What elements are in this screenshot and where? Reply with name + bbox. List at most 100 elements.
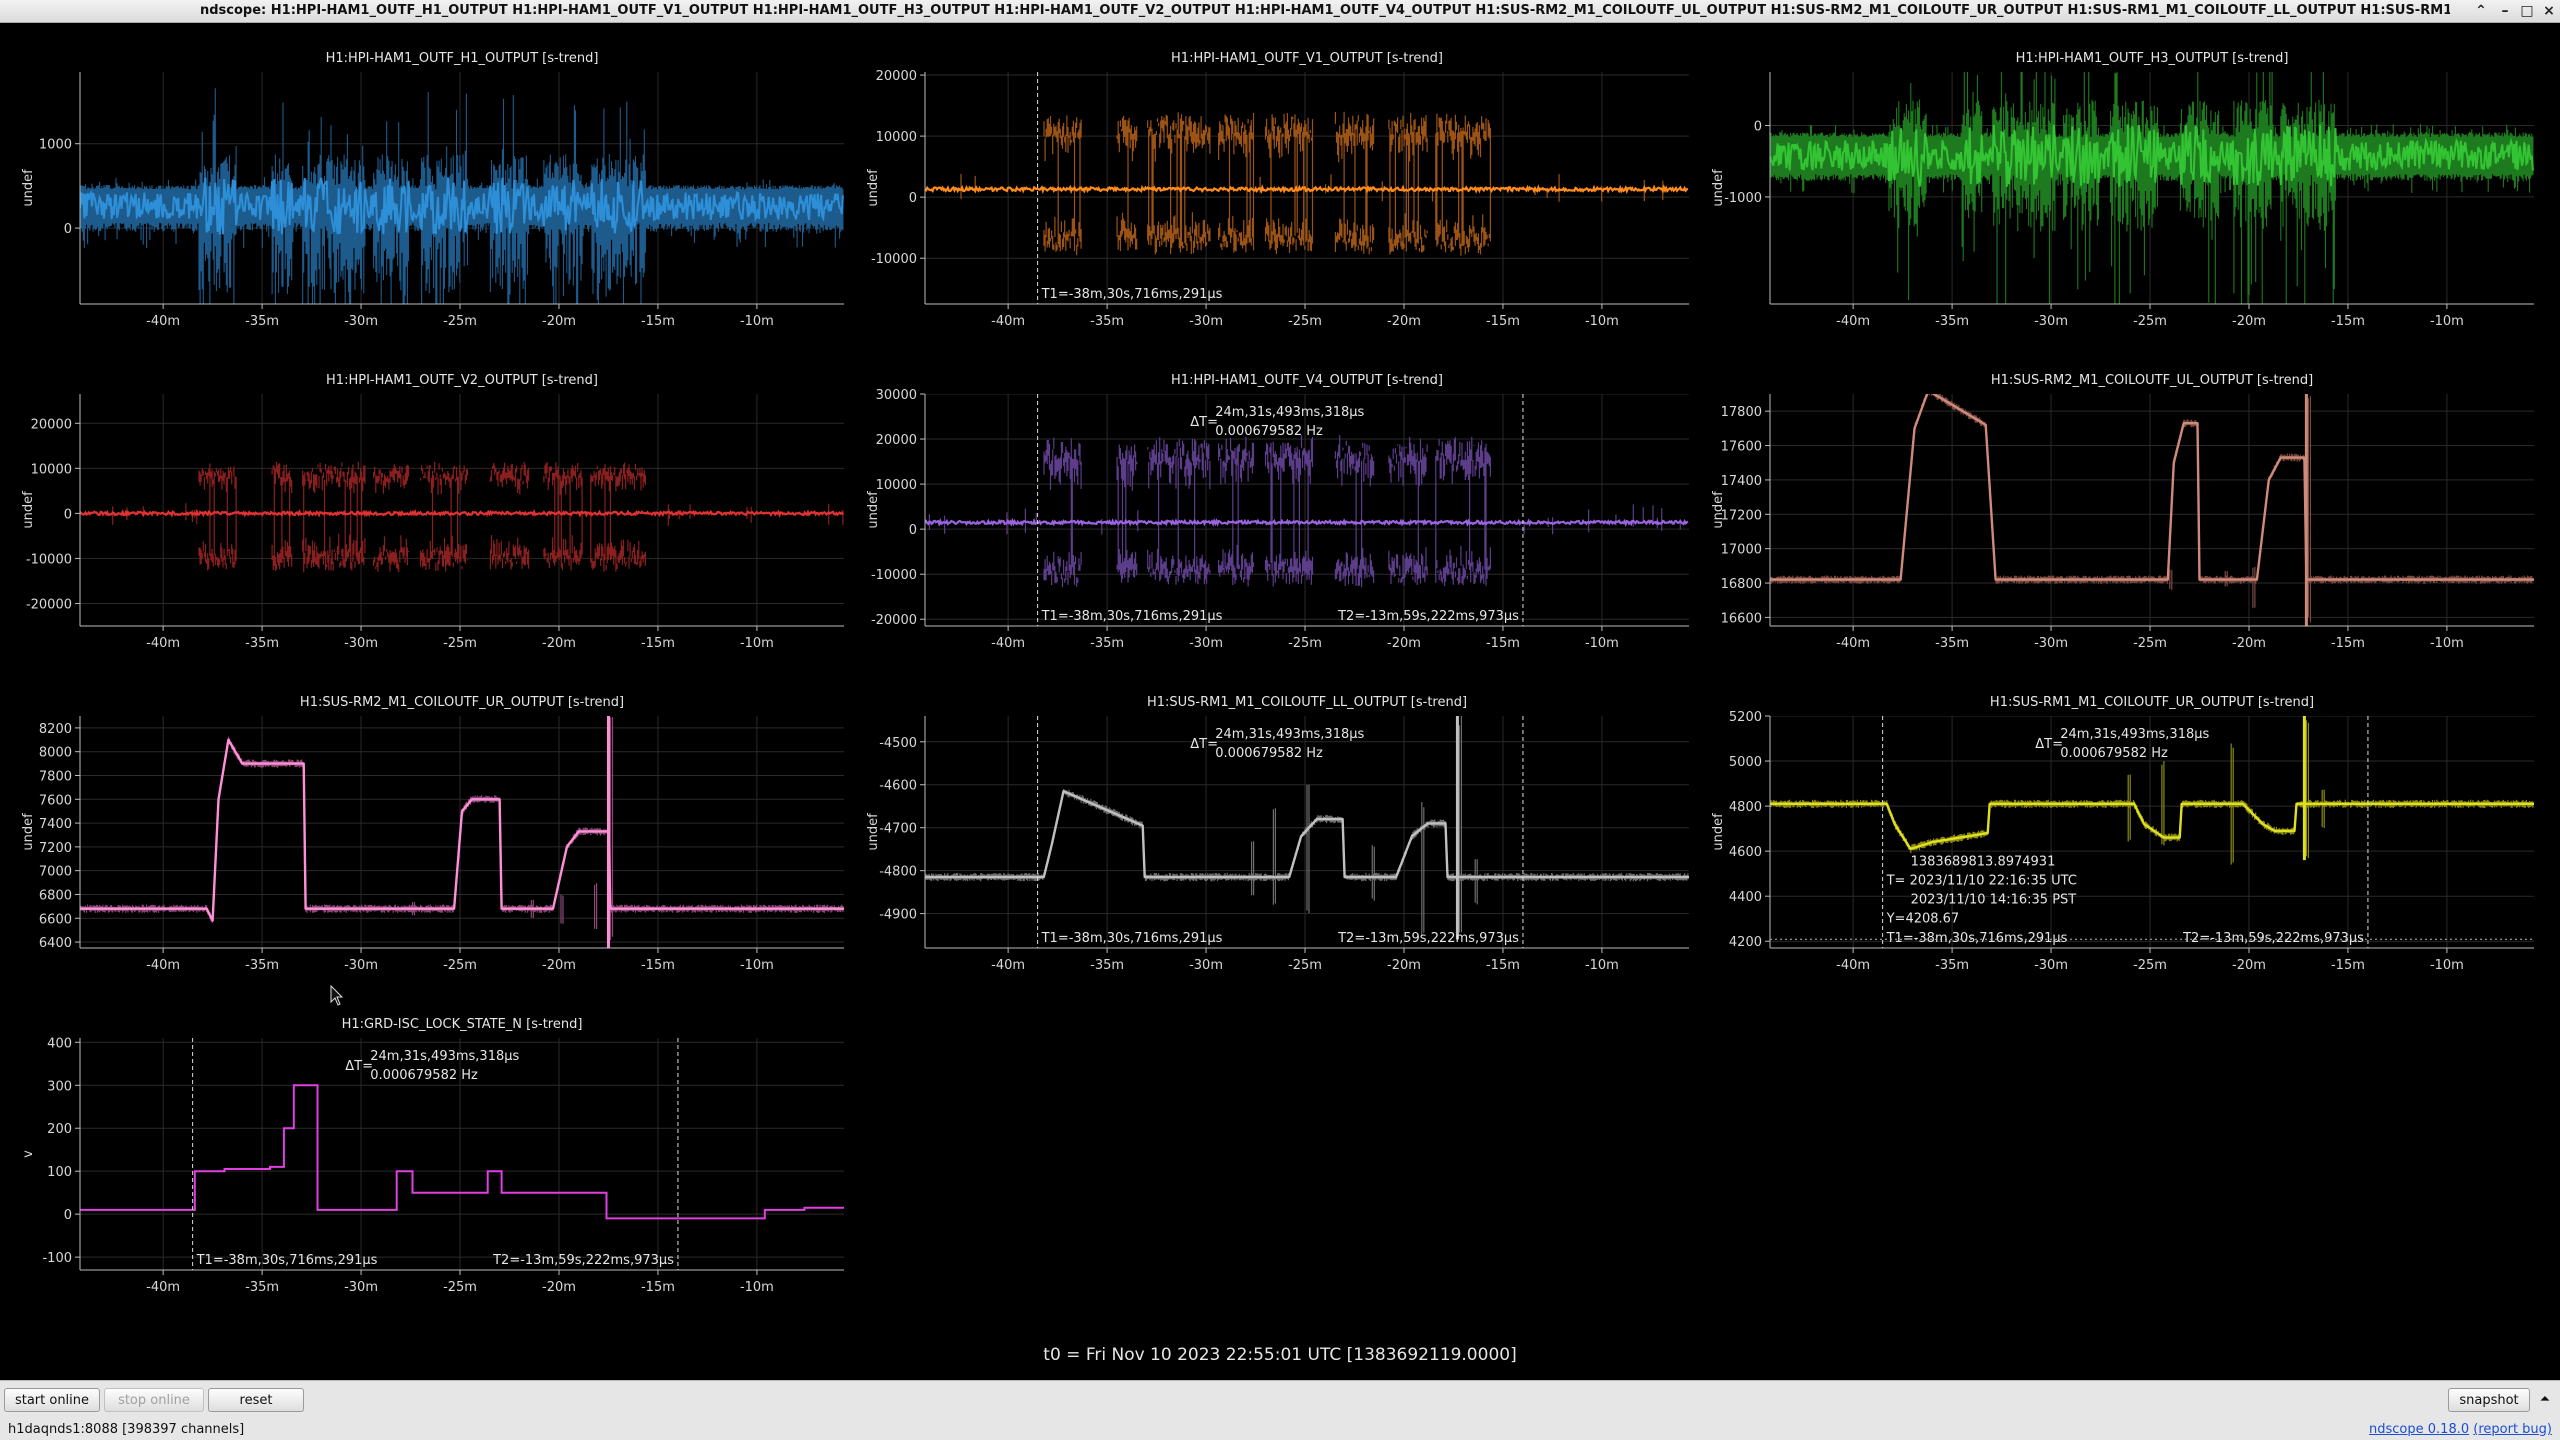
cursor-t1-label: T1=-38m,30s,716ms,291µs [1041,609,1223,624]
x-tick-label: -35m [1935,958,1969,973]
x-tick-label: -10m [1585,958,1619,973]
plot-p3[interactable]: H1:HPI-HAM1_OUTF_H3_OUTPUT [s-trend] -40m… [1690,30,2540,352]
reset-button[interactable]: reset [208,1388,304,1412]
version-link[interactable]: ndscope 0.18.0 [2369,1422,2470,1437]
x-tick-label: -25m [1288,636,1322,651]
x-tick-label: -25m [2133,958,2167,973]
window-shade-button[interactable]: ⌃ [2475,3,2487,19]
trace-minmax-envelope [1770,72,2534,304]
x-tick-label: -25m [443,314,477,329]
trace-group [1770,716,2534,948]
plot-p9[interactable]: H1:SUS-RM1_M1_COILOUTF_UR_OUTPUT [s-tren… [1690,674,2540,996]
plot-title: H1:SUS-RM2_M1_COILOUTF_UL_OUTPUT [s-tren… [1991,373,2313,388]
y-tick-label: -4600 [879,779,917,794]
y-tick-label: 17000 [1721,543,1762,558]
x-tick-label: -30m [1189,314,1223,329]
cursor-delta-freq: 0.000679582 Hz [2060,746,2168,761]
trace-line [80,1084,844,1220]
x-tick-label: -40m [146,636,180,651]
plot-canvas-p8: H1:SUS-RM1_M1_COILOUTF_LL_OUTPUT [s-tren… [866,695,1689,973]
y-tick-label: 200 [47,1122,72,1137]
y-tick-label: -1000 [1724,191,1762,206]
plot-p8[interactable]: H1:SUS-RM1_M1_COILOUTF_LL_OUTPUT [s-tren… [845,674,1695,996]
plot-p5[interactable]: H1:HPI-HAM1_OUTF_V4_OUTPUT [s-trend] -40m… [845,352,1695,674]
x-tick-label: -30m [344,636,378,651]
y-tick-label: -20000 [871,613,917,628]
nds-server-status: h1daqnds1:8088 [398397 channels] [8,1422,245,1437]
y-tick-label: -4500 [879,736,917,751]
plot-p1[interactable]: H1:HPI-HAM1_OUTF_H1_OUTPUT [s-trend] -40m… [0,30,850,352]
x-tick-label: -25m [1288,958,1322,973]
window-minimize-button[interactable]: – [2501,3,2509,19]
x-tick-label: -40m [991,314,1025,329]
y-tick-label: 7000 [39,865,72,880]
window-maximize-button[interactable]: □ [2520,3,2534,19]
y-tick-label: 4400 [1729,890,1762,905]
trace-mean-line [80,177,844,235]
stop-online-button: stop online [104,1388,204,1412]
y-tick-label: 17800 [1721,405,1762,420]
y-tick-label: 8200 [39,722,72,737]
report-bug-link[interactable]: (report bug) [2473,1422,2552,1437]
y-tick-label: 20000 [876,433,917,448]
plot-canvas-p3: H1:HPI-HAM1_OUTF_H3_OUTPUT [s-trend] -40m… [1711,51,2534,329]
trace-group [1770,72,2534,304]
x-tick-label: -10m [740,314,774,329]
y-tick-label: 300 [47,1079,72,1094]
trace-mean-line [925,790,1689,879]
crosshair-readout-line: 2023/11/10 14:16:35 PST [1911,892,2077,907]
x-tick-label: -20m [542,314,576,329]
y-tick-label: 4600 [1729,845,1762,860]
cursor-t2-label: T2=-13m,59s,222ms,973µs [2182,931,2364,946]
x-tick-label: -25m [2133,636,2167,651]
cursor-t2-label: T2=-13m,59s,222ms,973µs [1337,931,1519,946]
control-bar: start online stop online reset snapshot … [0,1380,2560,1421]
trace-mean-line [1770,124,2534,187]
y-tick-label: 17600 [1721,440,1762,455]
y-tick-label: 20000 [31,417,72,432]
x-tick-label: -30m [2034,958,2068,973]
x-tick-label: -35m [245,1280,279,1295]
snapshot-menu-icon[interactable]: ⏶ [2539,1392,2551,1407]
x-tick-label: -15m [1486,958,1520,973]
trace-mean-line [925,184,1689,195]
snapshot-button[interactable]: snapshot [2448,1388,2530,1412]
x-tick-label: -15m [641,1280,675,1295]
x-tick-label: -35m [245,636,279,651]
y-tick-label: 7200 [39,841,72,856]
y-tick-label: 10000 [31,462,72,477]
y-tick-label: -10000 [871,568,917,583]
y-tick-label: 10000 [876,130,917,145]
plot-title: H1:HPI-HAM1_OUTF_V2_OUTPUT [s-trend] [326,373,598,388]
trace-group [1770,394,2534,626]
window-close-button[interactable]: × [2543,3,2555,19]
trace-group [925,394,1689,626]
x-tick-label: -25m [443,958,477,973]
plot-title: H1:SUS-RM1_M1_COILOUTF_LL_OUTPUT [s-tren… [1147,695,1467,710]
x-tick-label: -35m [245,958,279,973]
plot-p7[interactable]: H1:SUS-RM2_M1_COILOUTF_UR_OUTPUT [s-tren… [0,674,850,996]
plot-canvas-p1: H1:HPI-HAM1_OUTF_H1_OUTPUT [s-trend] -40m… [21,51,844,329]
y-tick-label: 0 [64,1208,72,1223]
x-tick-label: -20m [542,636,576,651]
y-tick-label: 6800 [39,888,72,903]
x-tick-label: -40m [146,958,180,973]
x-tick-label: -25m [1288,314,1322,329]
y-axis-label: v [21,1150,36,1158]
window-titlebar: ndscope: H1:HPI-HAM1_OUTF_H1_OUTPUT H1:H… [0,0,2560,23]
plot-p4[interactable]: H1:HPI-HAM1_OUTF_V2_OUTPUT [s-trend] -40m… [0,352,850,674]
cursor-t1-label: T1=-38m,30s,716ms,291µs [1041,931,1223,946]
x-tick-label: -20m [1387,636,1421,651]
y-tick-label: 400 [47,1036,72,1051]
plot-title: H1:SUS-RM1_M1_COILOUTF_UR_OUTPUT [s-tren… [1990,695,2314,710]
trace-mean-line [80,508,844,518]
y-tick-label: 4800 [1729,800,1762,815]
plot-p2[interactable]: H1:HPI-HAM1_OUTF_V1_OUTPUT [s-trend] -40m… [845,30,1695,352]
trace-mean-line [1770,802,2534,851]
y-tick-label: 100 [47,1165,72,1180]
plot-p6[interactable]: H1:SUS-RM2_M1_COILOUTF_UL_OUTPUT [s-tren… [1690,352,2540,674]
start-online-button[interactable]: start online [4,1388,100,1412]
plot-p10[interactable]: H1:GRD-ISC_LOCK_STATE_N [s-trend] -40m -35… [0,996,850,1318]
trace-minmax-envelope [960,111,1664,256]
cursor-delta-freq: 0.000679582 Hz [1215,746,1323,761]
